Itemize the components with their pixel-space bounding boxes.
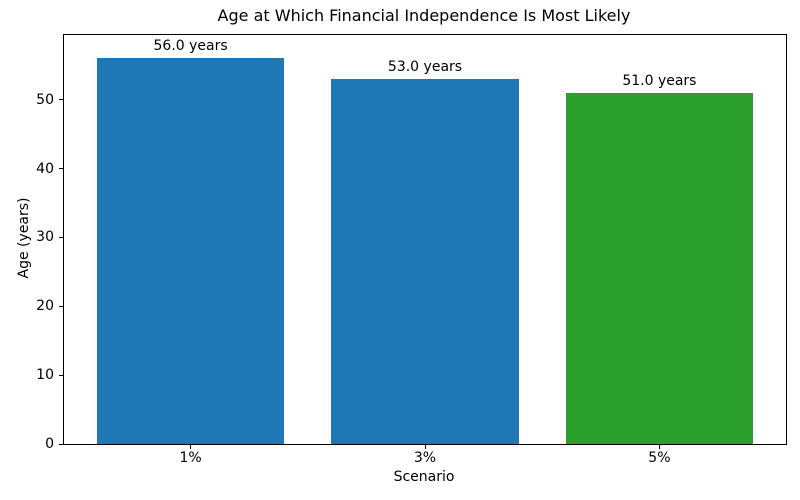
y-tick-label: 10 <box>36 367 54 384</box>
y-tick-label: 30 <box>36 229 54 246</box>
bar-value-label: 53.0 years <box>387 59 463 76</box>
chart-title: Age at Which Financial Independence Is M… <box>217 6 631 25</box>
y-tick-mark <box>59 443 64 445</box>
x-tick-mark <box>424 444 426 449</box>
x-tick-label: 5% <box>648 450 671 466</box>
y-tick-mark <box>59 374 64 376</box>
y-tick-mark <box>59 236 64 238</box>
x-tick-label: 1% <box>179 450 202 466</box>
x-tick-label: 3% <box>413 450 437 466</box>
y-tick-label: 20 <box>36 298 54 315</box>
bar-value-label: 51.0 years <box>622 72 697 89</box>
bar <box>331 79 519 444</box>
y-tick-mark <box>59 168 64 170</box>
y-tick-label: 40 <box>36 160 54 177</box>
y-tick-mark <box>59 305 64 307</box>
y-tick-label: 50 <box>36 91 54 108</box>
bar-value-label: 56.0 years <box>153 38 228 55</box>
bar <box>565 92 754 444</box>
y-tick-label: 0 <box>45 436 54 452</box>
plot-area: 0 10 20 30 40 50 56.0 years 1% 53.0 years 3% 51.0 … <box>36 34 787 466</box>
x-tick-mark <box>658 444 660 449</box>
y-tick-mark <box>59 99 64 101</box>
bar <box>96 58 285 444</box>
x-axis-label: Scenario <box>393 469 455 485</box>
x-tick-mark <box>190 444 192 449</box>
